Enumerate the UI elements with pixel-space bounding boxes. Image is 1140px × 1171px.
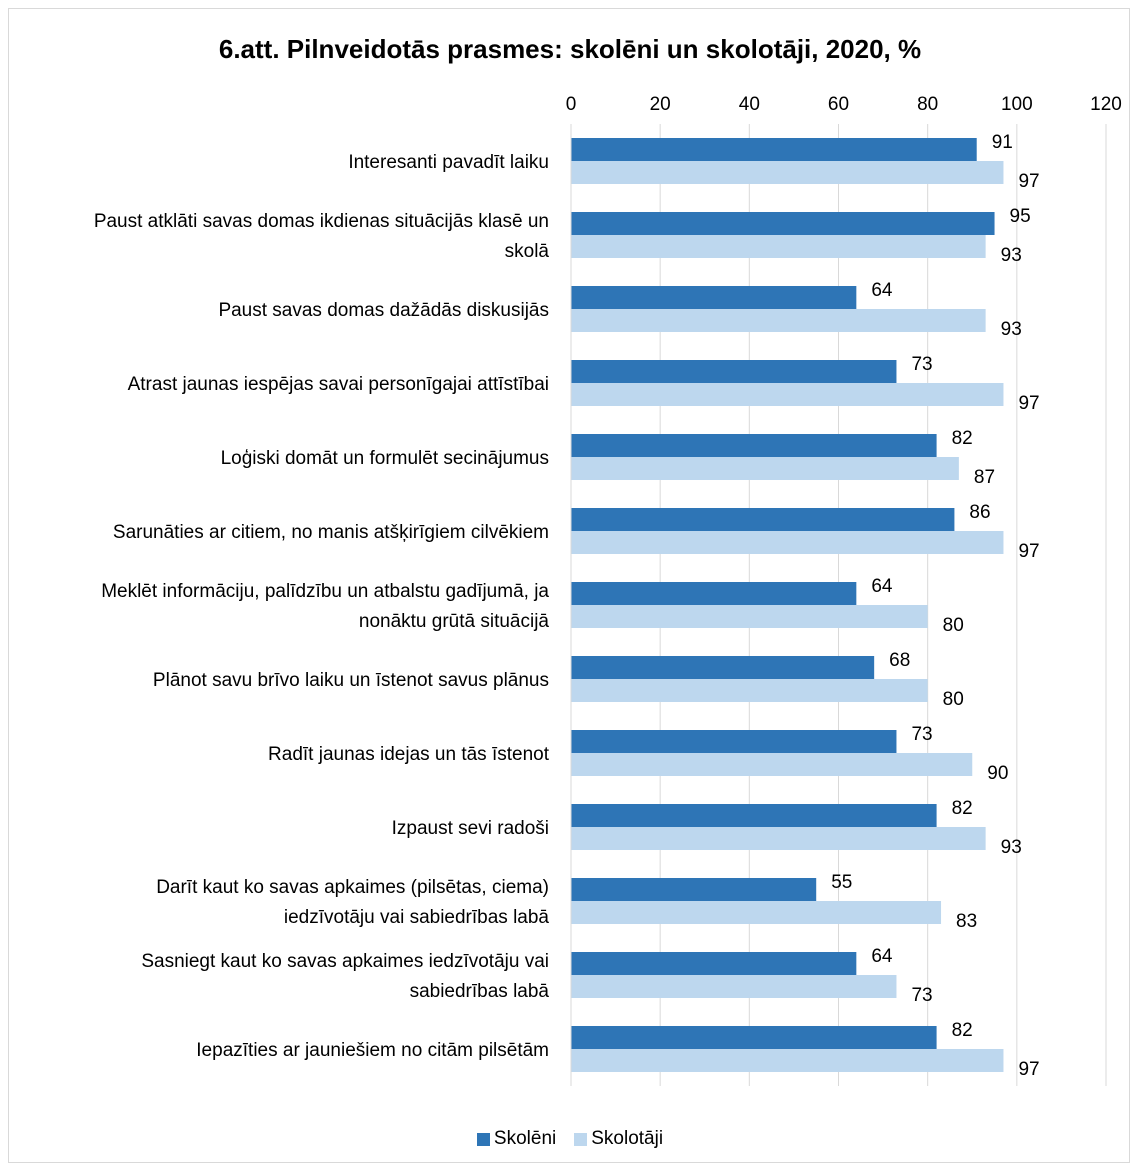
bar-skolotji <box>571 309 986 332</box>
category-label: nonāktu grūtā situācijā <box>359 611 550 632</box>
data-label: 80 <box>943 615 964 636</box>
legend-label: Skolotāji <box>591 1128 664 1149</box>
bar-skolni <box>571 286 857 309</box>
data-label: 91 <box>992 132 1013 153</box>
data-label: 55 <box>831 872 852 893</box>
bar-skolni <box>571 212 995 235</box>
data-label: 80 <box>943 689 964 710</box>
bar-skolni <box>571 656 875 679</box>
data-label: 90 <box>987 763 1008 784</box>
legend-label: Skolēni <box>493 1128 557 1149</box>
bar-skolni <box>571 582 857 605</box>
category-label: Interesanti pavadīt laiku <box>348 152 549 173</box>
data-label: 97 <box>1018 393 1039 414</box>
bar-skolotji <box>571 161 1004 184</box>
data-label: 73 <box>911 354 932 375</box>
data-label: 64 <box>871 576 893 597</box>
bar-skolotji <box>571 605 928 628</box>
category-label: Sasniegt kaut ko savas apkaimes iedzīvot… <box>141 951 549 972</box>
x-tick-label: 80 <box>917 94 938 115</box>
category-label: Meklēt informāciju, palīdzību un atbalst… <box>101 581 549 602</box>
category-label: sabiedrības labā <box>410 981 550 1002</box>
bar-skolotji <box>571 531 1004 554</box>
legend-swatch <box>476 1132 490 1146</box>
category-label: Izpaust sevi radoši <box>392 818 549 839</box>
bar-skolni <box>571 508 955 531</box>
bar-skolotji <box>571 827 986 850</box>
data-label: 73 <box>911 985 932 1006</box>
x-tick-label: 20 <box>650 94 671 115</box>
data-label: 82 <box>952 798 973 819</box>
data-label: 97 <box>1018 171 1039 192</box>
category-label: Sarunāties ar citiem, no manis atšķirīgi… <box>113 522 549 543</box>
bar-skolotji <box>571 1049 1004 1072</box>
x-tick-label: 100 <box>1001 94 1033 115</box>
bar-skolni <box>571 878 817 901</box>
x-tick-label: 0 <box>566 94 577 115</box>
chart-frame <box>8 8 1130 1163</box>
bar-skolni <box>571 434 937 457</box>
category-label: Paust atklāti savas domas ikdienas situā… <box>94 211 549 232</box>
data-label: 93 <box>1001 837 1022 858</box>
data-label: 93 <box>1001 245 1022 266</box>
category-label: Iepazīties ar jauniešiem no citām pilsēt… <box>196 1040 549 1061</box>
legend-swatch <box>574 1132 588 1146</box>
category-label: Radīt jaunas idejas un tās īstenot <box>268 744 550 765</box>
data-label: 97 <box>1018 541 1039 562</box>
bar-skolni <box>571 730 897 753</box>
data-label: 73 <box>911 724 932 745</box>
category-label: Plānot savu brīvo laiku un īstenot savus… <box>153 670 549 691</box>
data-label: 64 <box>871 280 893 301</box>
bar-skolotji <box>571 753 973 776</box>
data-label: 87 <box>974 467 995 488</box>
bar-skolotji <box>571 457 959 480</box>
category-label: Darīt kaut ko savas apkaimes (pilsētas, … <box>156 877 549 898</box>
legend: Skolēni Skolotāji <box>0 1128 1140 1150</box>
chart-title: 6.att. Pilnveidotās prasmes: skolēni un … <box>218 34 922 64</box>
data-label: 82 <box>952 1020 973 1041</box>
data-label: 68 <box>889 650 910 671</box>
legend-item: Skolotāji <box>574 1128 663 1150</box>
category-label: Loģiski domāt un formulēt secinājumus <box>221 448 549 469</box>
data-label: 64 <box>871 946 893 967</box>
legend-item: Skolēni <box>476 1128 557 1150</box>
bar-skolni <box>571 804 937 827</box>
data-label: 93 <box>1001 319 1022 340</box>
category-label: Paust savas domas dažādās diskusijās <box>218 300 549 321</box>
x-tick-label: 120 <box>1090 94 1122 115</box>
bar-skolni <box>571 952 857 975</box>
bar-skolotji <box>571 383 1004 406</box>
category-label: Atrast jaunas iespējas savai personīgaja… <box>128 374 549 395</box>
data-label: 86 <box>969 502 990 523</box>
category-label: skolā <box>505 241 550 262</box>
bar-skolotji <box>571 235 986 258</box>
bar-skolotji <box>571 901 942 924</box>
x-tick-label: 40 <box>739 94 760 115</box>
x-tick-label: 60 <box>828 94 849 115</box>
data-label: 82 <box>952 428 973 449</box>
data-label: 97 <box>1018 1059 1039 1080</box>
data-label: 83 <box>956 911 977 932</box>
bar-skolni <box>571 1026 937 1049</box>
data-label: 95 <box>1010 206 1031 227</box>
bar-skolni <box>571 138 977 161</box>
bar-skolotji <box>571 975 897 998</box>
bar-skolotji <box>571 679 928 702</box>
bar-skolni <box>571 360 897 383</box>
category-label: iedzīvotāju vai sabiedrības labā <box>284 907 550 928</box>
